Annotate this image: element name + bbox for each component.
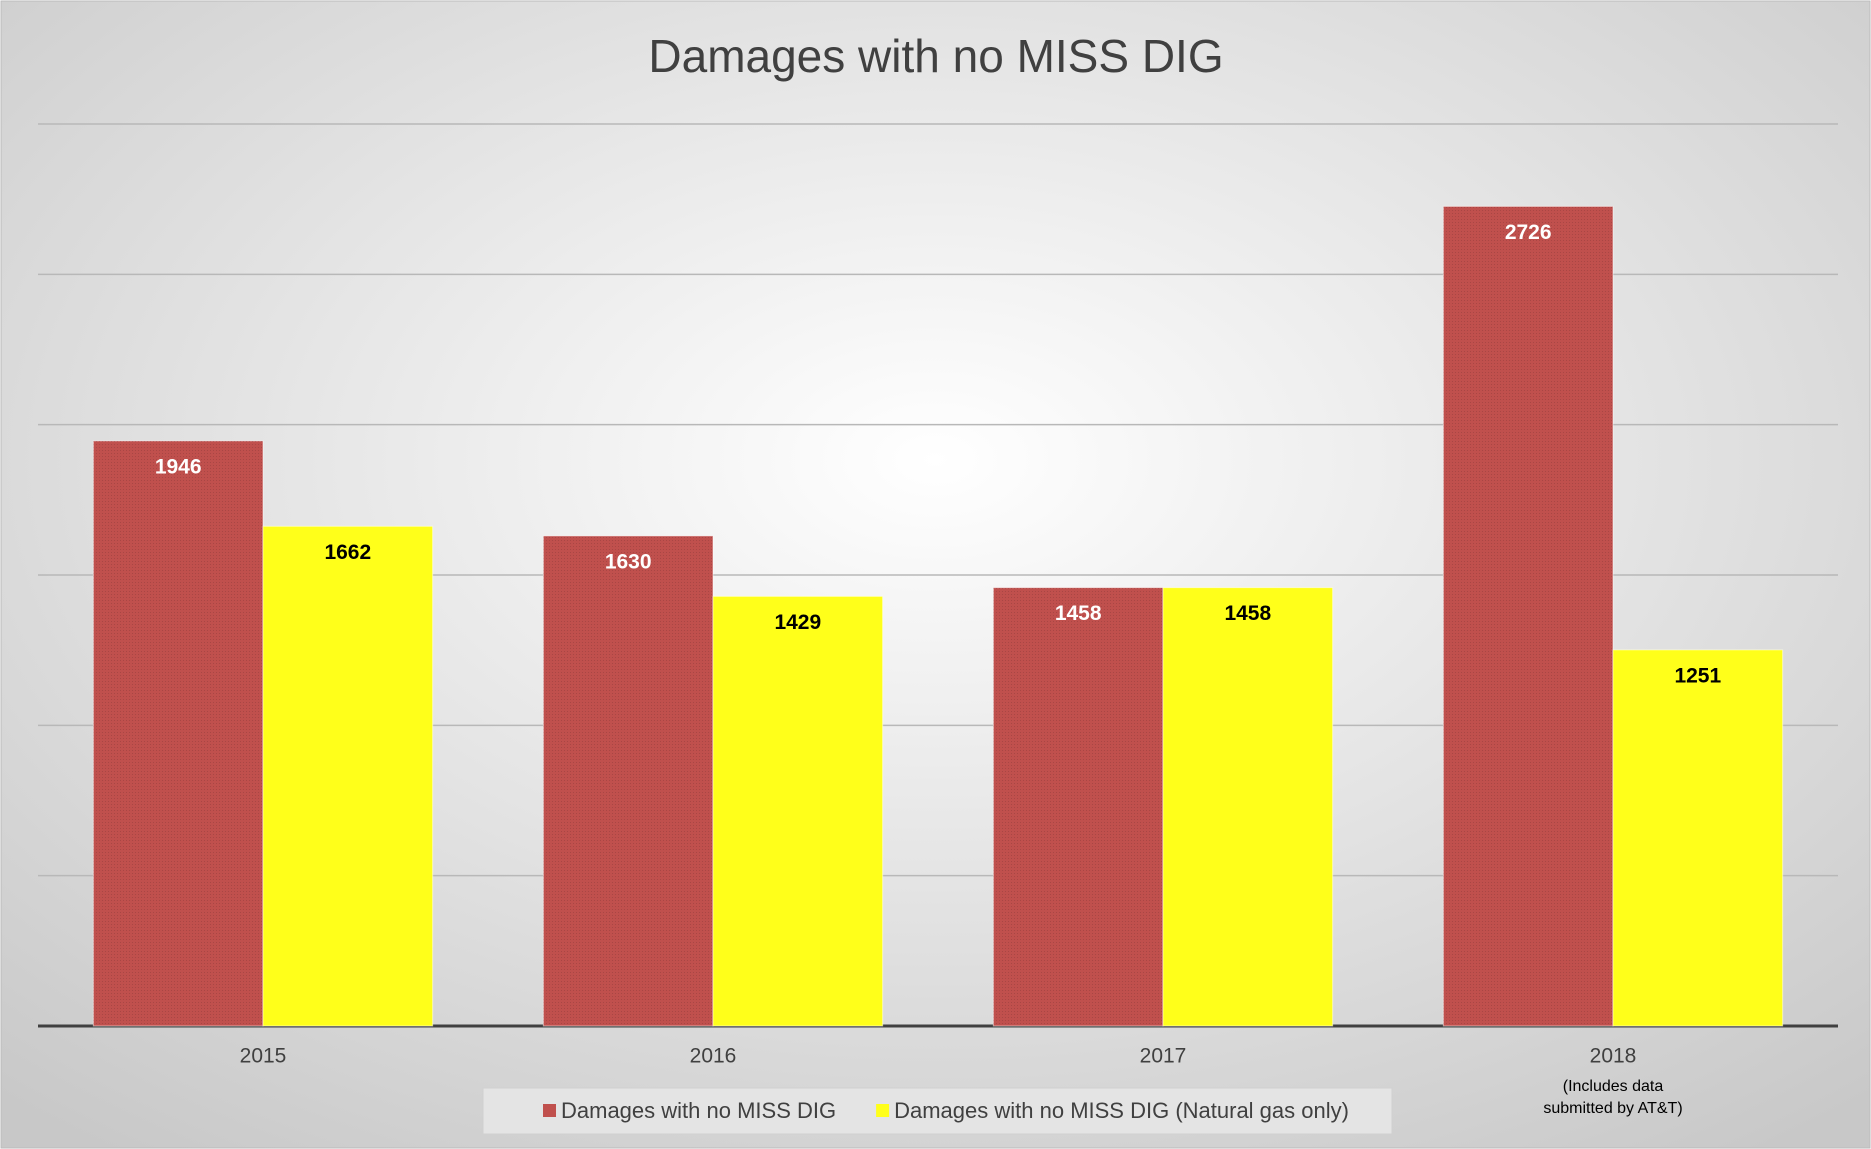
legend-label: Damages with no MISS DIG (Natural gas on…: [894, 1098, 1349, 1123]
bar: [1162, 587, 1334, 1027]
bar: [262, 525, 434, 1027]
bar-texture: [93, 440, 263, 1026]
data-label: 1630: [605, 550, 652, 573]
data-label: 2726: [1505, 221, 1552, 244]
legend-swatch: [543, 1104, 556, 1117]
chart-title: Damages with no MISS DIG: [648, 30, 1223, 82]
data-label: 1458: [1224, 602, 1271, 625]
annotation: (Includes data: [1563, 1078, 1664, 1095]
x-tick-label: 2016: [690, 1045, 737, 1068]
x-tick-label: 2018: [1590, 1045, 1637, 1068]
data-label: 1662: [324, 541, 371, 564]
legend-swatch: [876, 1104, 890, 1117]
data-label: 1251: [1674, 664, 1721, 687]
bar-texture: [543, 535, 713, 1026]
bar: [1612, 649, 1784, 1027]
bar-texture: [1443, 206, 1613, 1026]
annotation: submitted by AT&T): [1543, 1100, 1682, 1117]
bar-texture: [993, 587, 1163, 1026]
data-label: 1458: [1055, 602, 1102, 625]
data-label: 1946: [155, 455, 202, 478]
x-tick-label: 2017: [1140, 1045, 1187, 1068]
data-label: 1429: [774, 611, 821, 634]
bar: [712, 595, 884, 1027]
legend-box: [482, 1087, 1393, 1135]
legend-label: Damages with no MISS DIG: [561, 1098, 836, 1123]
x-tick-label: 2015: [240, 1045, 287, 1068]
